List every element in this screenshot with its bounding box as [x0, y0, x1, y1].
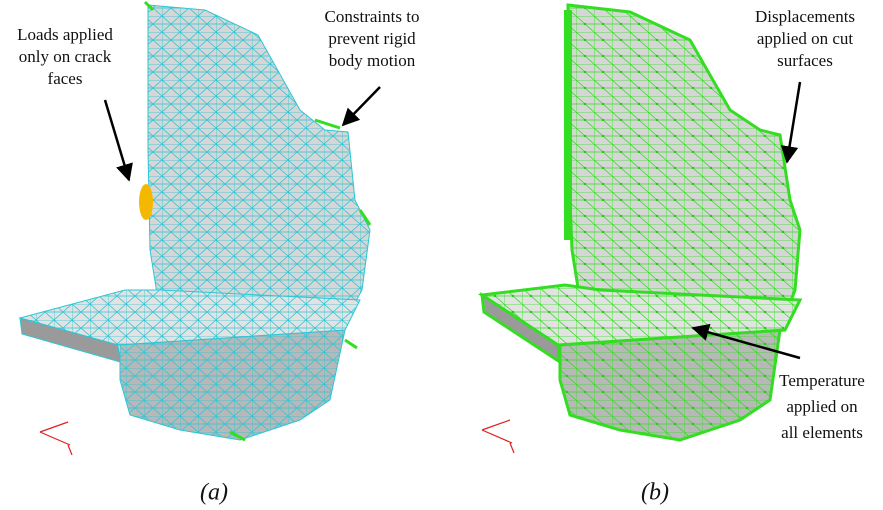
annotation-line: applied on cut: [757, 29, 854, 48]
annotation-line: surfaces: [777, 51, 833, 70]
annotation-line: only on crack: [19, 47, 112, 66]
panel-b-model: [482, 5, 800, 453]
annotation-line: Displacements: [755, 7, 855, 26]
annotation-line: prevent rigid: [328, 29, 416, 48]
annotation-line: body motion: [329, 51, 416, 70]
annotation-line: applied on: [786, 397, 858, 416]
annotation-line: Temperature: [779, 371, 865, 390]
annotation-line: Loads applied: [17, 25, 113, 44]
annotation-line: faces: [48, 69, 83, 88]
annotation-line: Constraints to: [325, 7, 420, 26]
panel-label: (a): [200, 480, 228, 506]
figure: Loads applied only on crack faces Constr…: [0, 0, 883, 510]
panel-label: (b): [641, 480, 669, 506]
arrow: [787, 82, 800, 162]
annotation-line: all elements: [781, 423, 863, 442]
arrow: [343, 87, 380, 125]
arrow: [105, 100, 129, 180]
